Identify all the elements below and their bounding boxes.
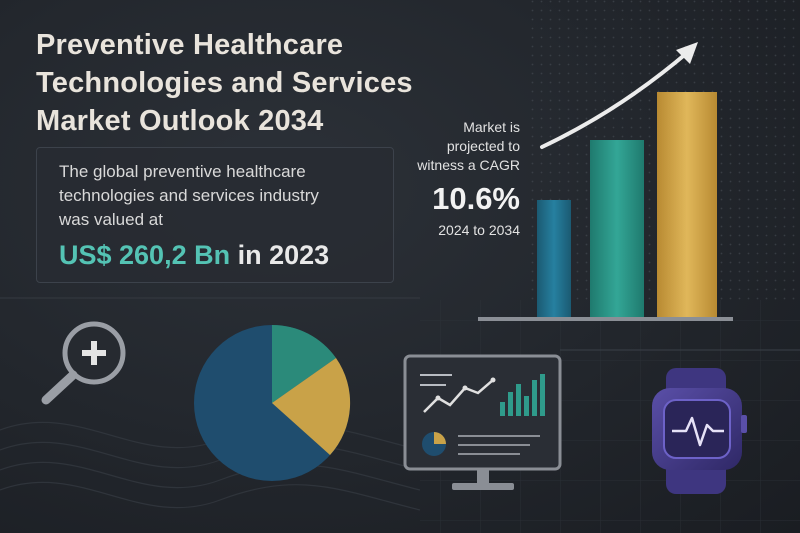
page-title: Preventive Healthcare Technologies and S… [36, 26, 476, 140]
cagr-period: 2024 to 2034 [438, 222, 520, 238]
cagr-value: 10.6% [432, 181, 520, 216]
market-value-year: in 2023 [237, 240, 330, 270]
info-line-3: was valued at [59, 210, 163, 229]
growth-bar-medium [590, 140, 644, 318]
smartwatch-heartbeat-icon [652, 368, 747, 494]
cagr-callout: Market is projected to witness a CAGR 10… [400, 118, 520, 240]
info-line-2: technologies and services industry [59, 186, 319, 205]
title-line-3: Market Outlook 2034 [36, 105, 324, 137]
market-value-amount: US$ 260,2 Bn [59, 240, 231, 270]
trend-arrow-icon [540, 42, 698, 149]
cagr-line-2: projected to [446, 138, 520, 154]
growth-bars-baseline [478, 317, 733, 321]
growth-bars [478, 92, 733, 321]
title-line-2: Technologies and Services [36, 67, 413, 99]
pie-chart-icon [194, 324, 351, 481]
cagr-line-3: witness a CAGR [417, 157, 520, 173]
growth-bar-large [657, 92, 717, 318]
magnifier-plus-icon [41, 321, 126, 405]
growth-bar-small [537, 200, 571, 318]
info-line-1: The global preventive healthcare [59, 162, 306, 181]
dashboard-monitor-icon [403, 354, 562, 490]
market-value-line: US$ 260,2 Bn in 2023 [59, 240, 377, 271]
market-value-description: The global preventive healthcare technol… [59, 160, 377, 232]
title-line-1: Preventive Healthcare [36, 29, 344, 61]
market-value-card: The global preventive healthcare technol… [36, 147, 394, 283]
cagr-line-1: Market is [463, 119, 520, 135]
